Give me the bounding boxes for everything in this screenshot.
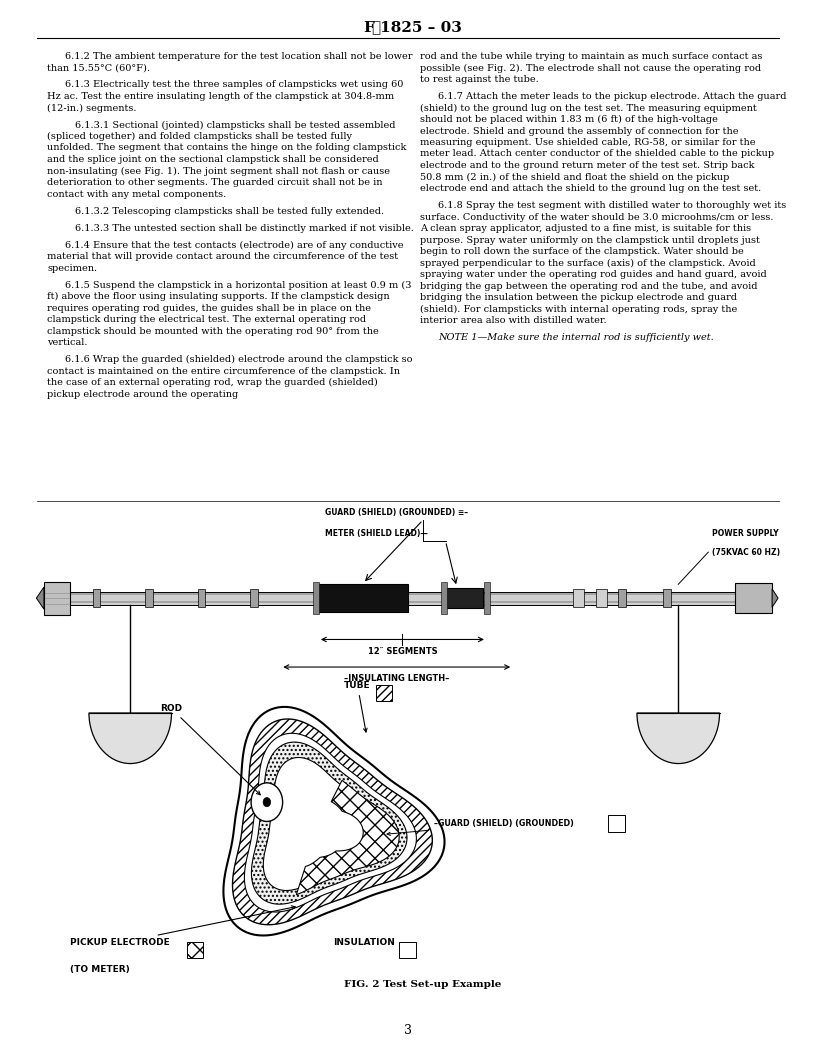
FancyBboxPatch shape bbox=[44, 582, 70, 615]
Text: unfolded. The segment that contains the hinge on the folding clampstick: unfolded. The segment that contains the … bbox=[47, 144, 406, 152]
FancyBboxPatch shape bbox=[375, 684, 392, 701]
Text: F 1825 – 03: F 1825 – 03 bbox=[364, 21, 462, 35]
Wedge shape bbox=[637, 713, 720, 763]
Text: –INSULATING LENGTH–: –INSULATING LENGTH– bbox=[344, 675, 450, 683]
Polygon shape bbox=[245, 733, 416, 912]
Text: electrode end and attach the shield to the ground lug on the test set.: electrode end and attach the shield to t… bbox=[420, 184, 762, 193]
Text: 6.1.8 Spray the test segment with distilled water to thoroughly wet its: 6.1.8 Spray the test segment with distil… bbox=[438, 201, 787, 210]
Text: electrode. Shield and ground the assembly of connection for the: electrode. Shield and ground the assembl… bbox=[420, 127, 739, 135]
Text: specimen.: specimen. bbox=[47, 264, 97, 272]
FancyBboxPatch shape bbox=[734, 583, 772, 612]
Text: POWER SUPPLY: POWER SUPPLY bbox=[712, 529, 778, 539]
Polygon shape bbox=[224, 706, 445, 936]
Text: (12-in.) segments.: (12-in.) segments. bbox=[47, 103, 136, 113]
FancyBboxPatch shape bbox=[44, 591, 772, 604]
Text: clampstick during the electrical test. The external operating rod: clampstick during the electrical test. T… bbox=[47, 315, 366, 324]
Text: clampstick should be mounted with the operating rod 90° from the: clampstick should be mounted with the op… bbox=[47, 326, 379, 336]
FancyBboxPatch shape bbox=[619, 589, 626, 607]
Text: should not be placed within 1.83 m (6 ft) of the high-voltage: should not be placed within 1.83 m (6 ft… bbox=[420, 115, 718, 125]
FancyBboxPatch shape bbox=[609, 815, 625, 831]
Text: spraying water under the operating rod guides and hand guard, avoid: spraying water under the operating rod g… bbox=[420, 270, 767, 279]
Text: INSULATION: INSULATION bbox=[333, 939, 395, 947]
Text: deterioration to other segments. The guarded circuit shall not be in: deterioration to other segments. The gua… bbox=[47, 178, 383, 187]
Text: 6.1.3 Electrically test the three samples of clampsticks wet using 60: 6.1.3 Electrically test the three sample… bbox=[65, 80, 403, 90]
FancyBboxPatch shape bbox=[596, 589, 607, 607]
Text: material that will provide contact around the circumference of the test: material that will provide contact aroun… bbox=[47, 252, 398, 261]
Text: FIG. 2 Test Set-up Example: FIG. 2 Test Set-up Example bbox=[344, 980, 502, 988]
Text: possible (see Fig. 2). The electrode shall not cause the operating rod: possible (see Fig. 2). The electrode sha… bbox=[420, 63, 761, 73]
Text: 6.1.3.3 The untested section shall be distinctly marked if not visible.: 6.1.3.3 The untested section shall be di… bbox=[75, 224, 414, 232]
Text: (shield) to the ground lug on the test set. The measuring equipment: (shield) to the ground lug on the test s… bbox=[420, 103, 757, 113]
Text: 6.1.4 Ensure that the test contacts (electrode) are of any conductive: 6.1.4 Ensure that the test contacts (ele… bbox=[65, 241, 403, 249]
Text: bridging the insulation between the pickup electrode and guard: bridging the insulation between the pick… bbox=[420, 293, 738, 302]
Text: (shield). For clampsticks with internal operating rods, spray the: (shield). For clampsticks with internal … bbox=[420, 304, 738, 314]
FancyBboxPatch shape bbox=[187, 942, 203, 959]
Text: 3: 3 bbox=[404, 1024, 412, 1037]
FancyBboxPatch shape bbox=[318, 584, 408, 611]
Text: (spliced together) and folded clampsticks shall be tested fully: (spliced together) and folded clampstick… bbox=[47, 132, 352, 142]
Text: electrode and to the ground return meter of the test set. Strip back: electrode and to the ground return meter… bbox=[420, 161, 755, 170]
FancyBboxPatch shape bbox=[251, 589, 258, 607]
Text: the case of an external operating rod, wrap the guarded (shielded): the case of an external operating rod, w… bbox=[47, 378, 378, 388]
Text: (75KVAC 60 HZ): (75KVAC 60 HZ) bbox=[712, 548, 780, 557]
FancyBboxPatch shape bbox=[399, 942, 415, 959]
Text: meter lead. Attach center conductor of the shielded cable to the pickup: meter lead. Attach center conductor of t… bbox=[420, 150, 774, 158]
FancyBboxPatch shape bbox=[446, 588, 483, 608]
Polygon shape bbox=[296, 780, 399, 894]
Text: (TO METER): (TO METER) bbox=[70, 965, 130, 974]
Text: 50.8 mm (2 in.) of the shield and float the shield on the pickup: 50.8 mm (2 in.) of the shield and float … bbox=[420, 172, 730, 182]
Text: begin to roll down the surface of the clampstick. Water should be: begin to roll down the surface of the cl… bbox=[420, 247, 744, 256]
Wedge shape bbox=[89, 713, 171, 763]
Text: vertical.: vertical. bbox=[47, 338, 87, 347]
Text: surface. Conductivity of the water should be 3.0 microohms/cm or less.: surface. Conductivity of the water shoul… bbox=[420, 212, 774, 222]
Text: 6.1.7 Attach the meter leads to the pickup electrode. Attach the guard: 6.1.7 Attach the meter leads to the pick… bbox=[438, 92, 787, 101]
Text: contact with any metal components.: contact with any metal components. bbox=[47, 189, 226, 199]
Text: requires operating rod guides, the guides shall be in place on the: requires operating rod guides, the guide… bbox=[47, 303, 371, 313]
Text: TUBE: TUBE bbox=[344, 681, 370, 732]
Text: A clean spray applicator, adjusted to a fine mist, is suitable for this: A clean spray applicator, adjusted to a … bbox=[420, 224, 752, 233]
FancyBboxPatch shape bbox=[573, 589, 584, 607]
Text: interior area also with distilled water.: interior area also with distilled water. bbox=[420, 316, 607, 325]
Text: 6.1.3.2 Telescoping clampsticks shall be tested fully extended.: 6.1.3.2 Telescoping clampsticks shall be… bbox=[75, 207, 384, 215]
Text: to rest against the tube.: to rest against the tube. bbox=[420, 75, 539, 84]
Text: pickup electrode around the operating: pickup electrode around the operating bbox=[47, 390, 238, 398]
FancyBboxPatch shape bbox=[313, 583, 319, 614]
Text: non-insulating (see Fig. 1). The joint segment shall not flash or cause: non-insulating (see Fig. 1). The joint s… bbox=[47, 167, 390, 175]
FancyBboxPatch shape bbox=[441, 583, 447, 614]
Polygon shape bbox=[772, 589, 778, 607]
Text: ⎉: ⎉ bbox=[371, 20, 380, 36]
FancyBboxPatch shape bbox=[197, 589, 206, 607]
Text: PICKUP ELECTRODE: PICKUP ELECTRODE bbox=[70, 906, 295, 947]
Text: ft) above the floor using insulating supports. If the clampstick design: ft) above the floor using insulating sup… bbox=[47, 293, 389, 301]
Text: contact is maintained on the entire circumference of the clampstick. In: contact is maintained on the entire circ… bbox=[47, 366, 400, 376]
Text: than 15.55°C (60°F).: than 15.55°C (60°F). bbox=[47, 63, 150, 73]
Text: GUARD (SHIELD) (GROUNDED) ≡–: GUARD (SHIELD) (GROUNDED) ≡– bbox=[326, 508, 468, 517]
Text: rod and the tube while trying to maintain as much surface contact as: rod and the tube while trying to maintai… bbox=[420, 52, 763, 61]
Text: 6.1.3.1 Sectional (jointed) clampsticks shall be tested assembled: 6.1.3.1 Sectional (jointed) clampsticks … bbox=[75, 120, 396, 130]
FancyBboxPatch shape bbox=[484, 583, 490, 614]
FancyBboxPatch shape bbox=[93, 589, 100, 607]
Polygon shape bbox=[264, 757, 391, 890]
Text: ROD: ROD bbox=[160, 704, 260, 795]
Text: bridging the gap between the operating rod and the tube, and avoid: bridging the gap between the operating r… bbox=[420, 282, 758, 290]
FancyBboxPatch shape bbox=[663, 589, 671, 607]
Text: 12″ SEGMENTS: 12″ SEGMENTS bbox=[367, 647, 437, 656]
Text: sprayed perpendicular to the surface (axis) of the clampstick. Avoid: sprayed perpendicular to the surface (ax… bbox=[420, 259, 756, 267]
Text: purpose. Spray water uniformly on the clampstick until droplets just: purpose. Spray water uniformly on the cl… bbox=[420, 235, 761, 245]
Circle shape bbox=[251, 782, 282, 822]
Text: 6.1.6 Wrap the guarded (shielded) electrode around the clampstick so: 6.1.6 Wrap the guarded (shielded) electr… bbox=[65, 355, 413, 364]
Polygon shape bbox=[233, 719, 432, 925]
Text: and the splice joint on the sectional clampstick shall be considered: and the splice joint on the sectional cl… bbox=[47, 155, 379, 164]
Text: 6.1.5 Suspend the clampstick in a horizontal position at least 0.9 m (3: 6.1.5 Suspend the clampstick in a horizo… bbox=[65, 281, 411, 289]
Text: –GUARD (SHIELD) (GROUNDED): –GUARD (SHIELD) (GROUNDED) bbox=[387, 818, 574, 835]
Text: Hz ac. Test the entire insulating length of the clampstick at 304.8-mm: Hz ac. Test the entire insulating length… bbox=[47, 92, 394, 101]
Text: measuring equipment. Use shielded cable, RG-58, or similar for the: measuring equipment. Use shielded cable,… bbox=[420, 138, 756, 147]
Text: METER (SHIELD LEAD)—: METER (SHIELD LEAD)— bbox=[326, 529, 428, 539]
Text: NOTE 1—Make sure the internal rod is sufficiently wet.: NOTE 1—Make sure the internal rod is suf… bbox=[438, 333, 714, 342]
Circle shape bbox=[263, 797, 271, 807]
Polygon shape bbox=[251, 742, 407, 904]
Polygon shape bbox=[37, 587, 44, 609]
FancyBboxPatch shape bbox=[145, 589, 153, 607]
Text: 6.1.2 The ambient temperature for the test location shall not be lower: 6.1.2 The ambient temperature for the te… bbox=[65, 52, 413, 61]
